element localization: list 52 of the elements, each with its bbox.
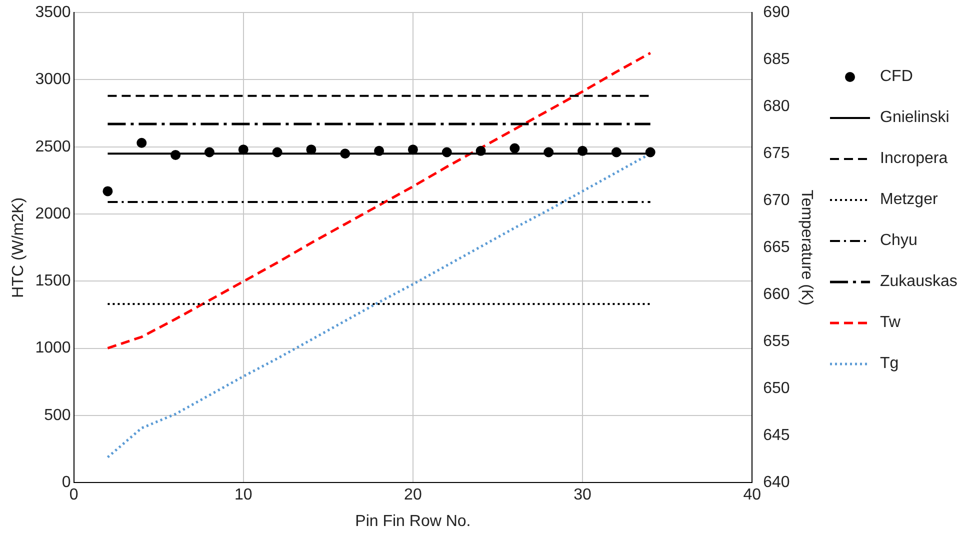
y2-tick-label: 650 [763,380,790,398]
point [170,150,181,160]
point [238,144,248,155]
legend-label: Incropera [880,150,948,168]
point [510,143,520,154]
legend-label: Zukauskas [880,272,958,290]
point [374,146,384,156]
y2-axis-title: Temperature (K) [798,190,815,306]
legend-label: Gnielinski [880,108,950,126]
legend-label: Metzger [880,190,938,208]
point [102,186,113,196]
y-tick-label: 1000 [35,340,71,357]
y2-tick-label: 690 [763,4,790,22]
point [306,144,316,155]
x-tick-label: 40 [743,486,762,504]
legend-label: Tw [880,314,900,332]
point [645,147,656,158]
point [476,146,486,156]
point [340,148,350,159]
y-tick-label: 3000 [35,71,71,88]
legend-label: Tg [880,354,899,372]
y2-tick-label: 665 [763,239,790,256]
y-tick-label: 500 [44,406,71,424]
point [442,147,452,158]
y-tick-label: 1500 [35,272,71,290]
y2-tick-label: 685 [763,51,790,68]
x-axis-title: Pin Fin Row No. [355,512,471,530]
y-tick-label: 2000 [35,205,71,222]
point [136,138,147,148]
y-axis-title: HTC (W/m2K) [10,197,28,298]
point [611,147,622,158]
x-tick-label: 20 [404,486,422,504]
point [204,147,214,158]
y2-tick-label: 655 [763,333,790,350]
legend-label: Chyu [880,232,918,250]
y2-tick-label: 680 [763,98,790,116]
y-tick-label: 3500 [35,4,71,22]
y-tick-label: 2500 [35,138,71,156]
x-tick-label: 10 [234,486,252,504]
x-tick-label: 30 [574,486,592,504]
point [544,147,554,158]
point [408,144,418,155]
y2-tick-label: 660 [763,286,790,304]
y-tick-label: 0 [62,474,71,492]
point [272,147,282,158]
y2-tick-label: 670 [763,192,790,210]
line-series [106,52,652,350]
y2-tick-label: 675 [763,145,790,162]
legend-label: CFD [880,68,913,86]
y2-tick-label: 645 [763,427,790,444]
point [578,146,588,156]
y2-tick-label: 640 [763,474,790,492]
